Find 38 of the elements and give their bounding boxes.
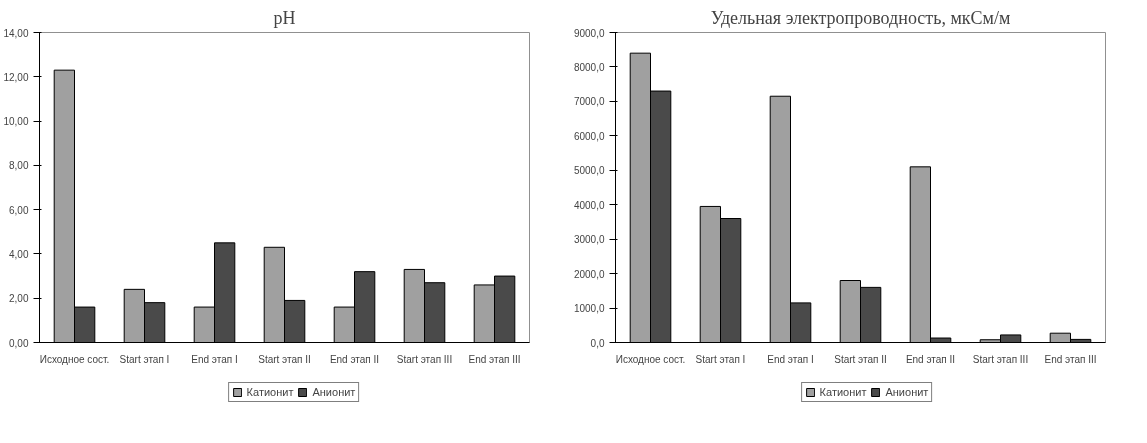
x-tick-label: End этап III [468,353,521,365]
x-tick-label: Start этап II [258,353,311,365]
chart-title: Удельная электропроводность, мкСм/м [710,7,1011,28]
y-tick-label: 6000,0 [573,130,605,142]
legend-label: Анионит [885,386,929,398]
y-tick-label: 3000,0 [573,234,605,246]
x-tick-label: Start этап I [119,353,170,365]
x-tick-label: End этап I [767,353,814,365]
legend-label: Анионит [312,386,356,398]
y-tick-label: 2000,0 [573,268,605,280]
y-tick-label: 7000,0 [573,96,605,108]
y-tick-label: 2,00 [9,293,29,305]
y-tick-label: 6,00 [9,204,29,216]
y-tick-label: 5000,0 [573,165,605,177]
x-tick-label: End этап III [1044,353,1097,365]
y-tick-label: 8,00 [9,160,29,172]
x-tick-label: End этап I [191,353,238,365]
y-tick-label: 12,00 [3,71,29,83]
y-tick-label: 10,00 [3,116,29,128]
y-tick-label: 0,0 [590,337,605,349]
x-tick-label: End этап II [329,353,380,365]
x-tick-label: Start этап III [396,353,453,365]
x-tick-label: Исходное сост. [615,353,686,365]
y-tick-label: 0,00 [9,337,29,349]
legend-label: Катионит [246,386,294,398]
y-tick-label: 9000,0 [573,27,605,39]
x-tick-label: Start этап I [695,353,746,365]
legend-label: Катионит [819,386,867,398]
chart-title: pH [273,7,296,28]
y-tick-label: 1000,0 [573,303,605,315]
y-tick-label: 14,00 [3,27,29,39]
x-tick-label: Start этап III [972,353,1029,365]
y-tick-label: 8000,0 [573,61,605,73]
y-tick-label: 4000,0 [573,199,605,211]
x-tick-label: End этап II [905,353,956,365]
y-tick-label: 4,00 [9,248,29,260]
x-tick-label: Start этап II [834,353,887,365]
x-tick-label: Исходное сост. [39,353,110,365]
